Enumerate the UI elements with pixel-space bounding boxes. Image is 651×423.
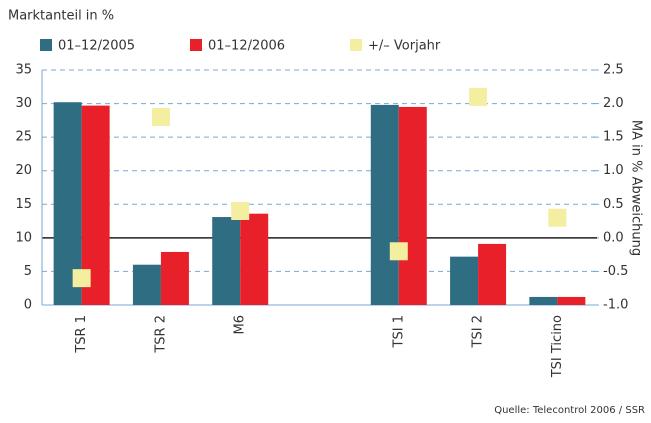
- y2-tick-label: 0.0: [603, 230, 624, 245]
- bar: [240, 213, 269, 305]
- x-tick-label: TSR 1: [74, 315, 89, 354]
- bar: [160, 251, 189, 305]
- bar: [529, 296, 558, 305]
- bar: [398, 106, 427, 305]
- x-tick-label: M6: [233, 315, 248, 335]
- y2-tick-label: -1.0: [603, 298, 628, 313]
- legend-swatch: [350, 39, 362, 51]
- legend-label: +/– Vorjahr: [368, 39, 441, 54]
- y-tick-label: 35: [15, 63, 32, 78]
- y-tick-label: 25: [15, 130, 32, 145]
- y-tick-label: 0: [24, 298, 32, 313]
- x-tick-label: TSI Ticino: [550, 315, 565, 378]
- source: Quelle: Telecontrol 2006 / SSR: [494, 405, 645, 416]
- bar: [370, 104, 399, 306]
- y2-tick-label: 2.5: [603, 63, 624, 78]
- y-tick-label: 10: [15, 230, 32, 245]
- bar: [557, 296, 586, 305]
- x-tick-label: TSI 1: [391, 315, 406, 348]
- chart-title: Marktanteil in %: [8, 9, 114, 24]
- y2-axis-title: MA in % Abweichung: [629, 120, 644, 256]
- legend-swatch: [40, 39, 52, 51]
- y2-tick-label: -0.5: [603, 264, 628, 279]
- marker: [231, 202, 250, 220]
- x-tick-label: TSR 2: [153, 315, 168, 354]
- y2-tick-label: 1.5: [603, 130, 624, 145]
- marker: [72, 269, 91, 288]
- y-tick-label: 15: [15, 197, 32, 212]
- y2-tick-label: 1.0: [603, 163, 624, 178]
- bar: [478, 243, 507, 305]
- legend-swatch: [190, 39, 202, 51]
- y-tick-label: 30: [15, 96, 32, 111]
- x-tick-label: TSI 2: [471, 315, 486, 348]
- marker: [151, 108, 170, 126]
- legend-label: 01–12/2005: [58, 39, 135, 54]
- legend-label: 01–12/2006: [208, 39, 285, 54]
- marker: [469, 87, 488, 106]
- marker: [389, 242, 408, 261]
- y2-tick-label: 2.0: [603, 96, 624, 111]
- y2-tick-label: 0.5: [603, 197, 624, 212]
- bar: [450, 256, 479, 305]
- y-tick-label: 5: [24, 264, 32, 279]
- marker: [548, 208, 567, 227]
- bar: [132, 264, 161, 305]
- y-tick-label: 20: [15, 163, 32, 178]
- bar: [212, 217, 241, 305]
